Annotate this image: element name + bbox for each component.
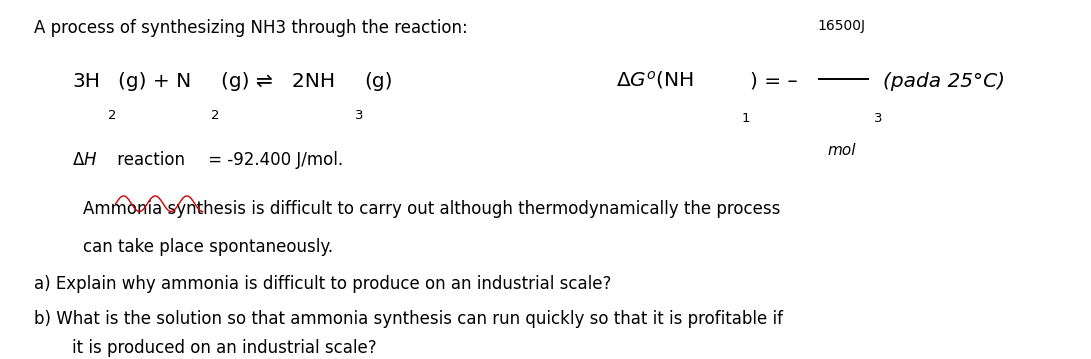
Text: reaction: reaction	[112, 151, 185, 169]
Text: Ammonia synthesis is difficult to carry out although thermodynamically the proce: Ammonia synthesis is difficult to carry …	[83, 200, 780, 218]
Text: ) = –: ) = –	[751, 71, 798, 90]
Text: 16500J: 16500J	[817, 19, 865, 33]
Text: 1: 1	[742, 112, 750, 125]
Text: 3: 3	[874, 112, 883, 125]
Text: $\Delta H$: $\Delta H$	[72, 151, 97, 169]
Text: 2: 2	[212, 108, 220, 122]
Text: 2: 2	[108, 108, 117, 122]
Text: A process of synthesizing NH3 through the reaction:: A process of synthesizing NH3 through th…	[34, 19, 468, 37]
Text: (g) + N: (g) + N	[118, 71, 191, 90]
Text: (g) ⇌   2NH: (g) ⇌ 2NH	[221, 71, 335, 90]
Text: $\Delta G^o$(NH: $\Delta G^o$(NH	[616, 69, 694, 92]
Text: b) What is the solution so that ammonia synthesis can run quickly so that it is : b) What is the solution so that ammonia …	[34, 311, 783, 328]
Text: (g): (g)	[363, 71, 393, 90]
Text: 3: 3	[355, 108, 363, 122]
Text: a) Explain why ammonia is difficult to produce on an industrial scale?: a) Explain why ammonia is difficult to p…	[34, 275, 611, 293]
Text: (pada 25°C): (pada 25°C)	[883, 71, 1005, 90]
Text: mol: mol	[827, 143, 855, 158]
Text: = -92.400 J/mol.: = -92.400 J/mol.	[203, 151, 343, 169]
Text: 3H: 3H	[72, 71, 100, 90]
Text: it is produced on an industrial scale?: it is produced on an industrial scale?	[72, 339, 376, 357]
Text: can take place spontaneously.: can take place spontaneously.	[83, 238, 333, 256]
